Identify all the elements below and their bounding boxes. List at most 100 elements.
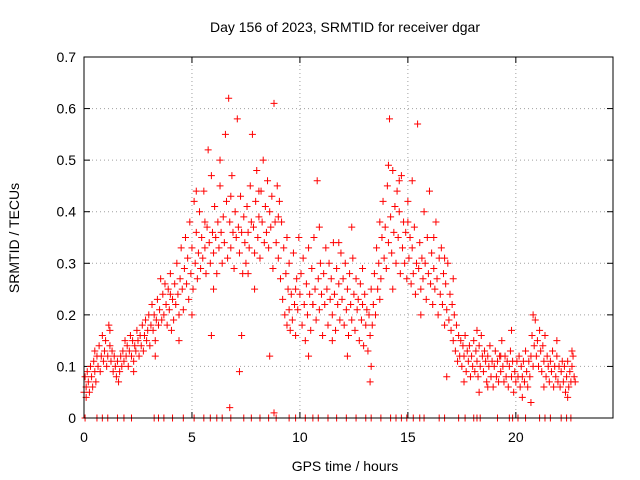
data-point	[427, 280, 435, 288]
data-point	[207, 331, 215, 339]
data-point	[459, 342, 467, 350]
data-point	[398, 244, 406, 252]
data-point	[118, 362, 126, 370]
data-point	[295, 234, 303, 241]
data-point	[232, 234, 240, 241]
data-point	[307, 326, 315, 334]
data-point	[549, 347, 557, 355]
data-point	[570, 373, 578, 381]
data-point	[320, 270, 328, 278]
data-point	[378, 234, 386, 241]
data-point	[322, 244, 330, 252]
data-point	[466, 373, 474, 381]
data-point	[163, 321, 171, 329]
data-point	[176, 275, 184, 283]
data-point	[414, 120, 422, 128]
data-point	[266, 352, 274, 360]
data-point	[181, 234, 189, 241]
data-point	[505, 362, 513, 370]
data-point	[546, 357, 554, 365]
data-point	[191, 259, 199, 267]
data-point	[486, 342, 494, 350]
data-point	[375, 259, 383, 267]
data-point	[300, 301, 308, 309]
data-point	[449, 275, 457, 283]
data-point	[522, 347, 530, 355]
data-point	[251, 249, 259, 257]
data-point	[108, 347, 116, 355]
data-point	[252, 197, 260, 205]
data-point	[532, 352, 540, 360]
data-point	[267, 223, 275, 231]
data-point	[167, 326, 175, 334]
data-point	[417, 311, 425, 319]
data-point	[462, 368, 470, 376]
data-point	[500, 378, 508, 386]
data-point	[312, 316, 320, 324]
data-point	[283, 234, 291, 241]
data-point	[543, 352, 551, 360]
data-point	[221, 130, 229, 138]
data-point	[126, 331, 134, 339]
data-point	[394, 234, 402, 241]
data-point	[296, 290, 304, 298]
data-point	[366, 331, 374, 339]
data-point	[545, 378, 553, 386]
data-point	[332, 326, 340, 334]
data-point	[366, 378, 374, 386]
data-point	[256, 254, 264, 262]
data-point	[334, 301, 342, 309]
data-point	[310, 234, 318, 241]
data-point	[255, 187, 263, 195]
data-point	[247, 218, 255, 226]
data-point	[454, 357, 462, 365]
data-point	[484, 383, 492, 391]
data-point	[353, 306, 361, 314]
data-point	[492, 373, 500, 381]
data-point	[227, 244, 235, 252]
data-point	[355, 337, 363, 345]
data-point	[418, 254, 426, 262]
data-point	[98, 331, 106, 339]
y-tick-label: 0.3	[57, 255, 77, 271]
data-point	[408, 244, 416, 252]
data-point	[104, 352, 112, 360]
data-point	[214, 218, 222, 226]
data-point	[508, 326, 516, 334]
data-point	[513, 357, 521, 365]
data-point	[352, 275, 360, 283]
data-point	[431, 285, 439, 293]
y-tick-label: 0.5	[57, 152, 77, 168]
data-point	[330, 290, 338, 298]
data-point	[120, 357, 128, 365]
data-point	[342, 306, 350, 314]
data-point	[262, 228, 270, 236]
data-point	[339, 275, 347, 283]
data-point	[123, 342, 131, 350]
data-point	[270, 99, 278, 107]
data-point	[201, 244, 209, 252]
data-point	[264, 177, 272, 185]
data-point	[402, 228, 410, 236]
data-point	[113, 357, 121, 365]
data-point	[249, 223, 257, 231]
data-point	[138, 321, 146, 329]
data-point	[274, 254, 282, 262]
data-point	[265, 244, 273, 252]
data-point	[220, 239, 228, 247]
data-point	[86, 362, 94, 370]
data-point	[386, 115, 394, 123]
data-point	[259, 156, 267, 164]
data-point	[204, 146, 212, 154]
data-point	[526, 373, 534, 381]
y-tick-label: 0.4	[57, 204, 77, 220]
data-point	[159, 290, 167, 298]
data-point	[205, 239, 213, 247]
data-point	[156, 306, 164, 314]
data-point	[306, 290, 314, 298]
data-point	[381, 223, 389, 231]
data-point	[309, 301, 317, 309]
data-point	[357, 316, 365, 324]
x-tick-label: 10	[292, 429, 308, 445]
data-point	[248, 130, 256, 138]
